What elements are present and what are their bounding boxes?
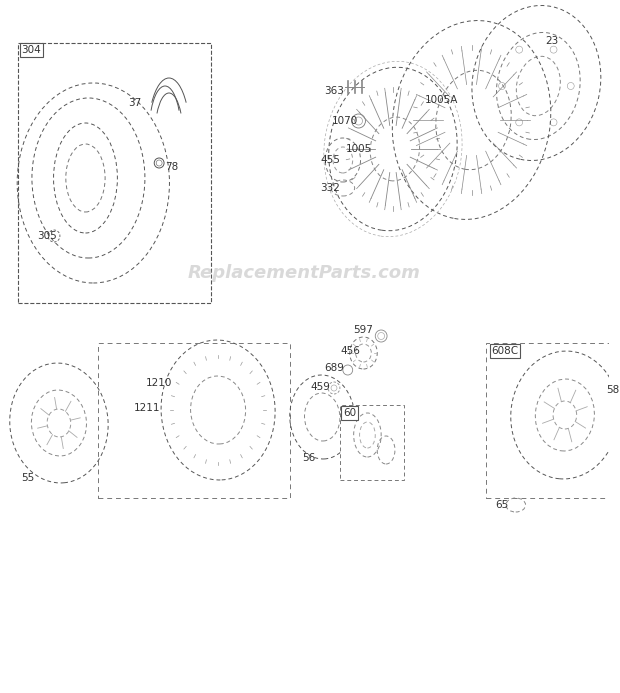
Text: 459: 459 [311,382,330,392]
Text: 305: 305 [37,231,57,241]
Text: 304: 304 [22,45,42,55]
Text: 60: 60 [343,408,356,418]
Bar [98,343,290,498]
Text: 1070: 1070 [332,116,358,126]
Text: 55: 55 [22,473,35,483]
Bar [18,43,211,303]
Text: 332: 332 [321,183,340,193]
Text: 58: 58 [606,385,619,395]
Text: 23: 23 [545,36,559,46]
Text: 689: 689 [324,363,344,373]
Text: 597: 597 [353,325,373,335]
Text: 455: 455 [321,155,340,165]
Text: 37: 37 [128,98,141,108]
Text: 1211: 1211 [133,403,160,413]
Text: 1210: 1210 [146,378,172,388]
Text: 1005: 1005 [346,144,372,154]
Text: 608C: 608C [491,346,518,356]
Text: 78: 78 [165,162,179,172]
Text: 363: 363 [324,86,344,96]
Bar [486,343,620,498]
Text: 1005A: 1005A [424,95,458,105]
Text: 456: 456 [341,346,361,356]
Text: 65: 65 [495,500,508,510]
Text: ReplacementParts.com: ReplacementParts.com [188,264,421,282]
Text: 56: 56 [303,453,316,463]
Bar [340,405,404,480]
